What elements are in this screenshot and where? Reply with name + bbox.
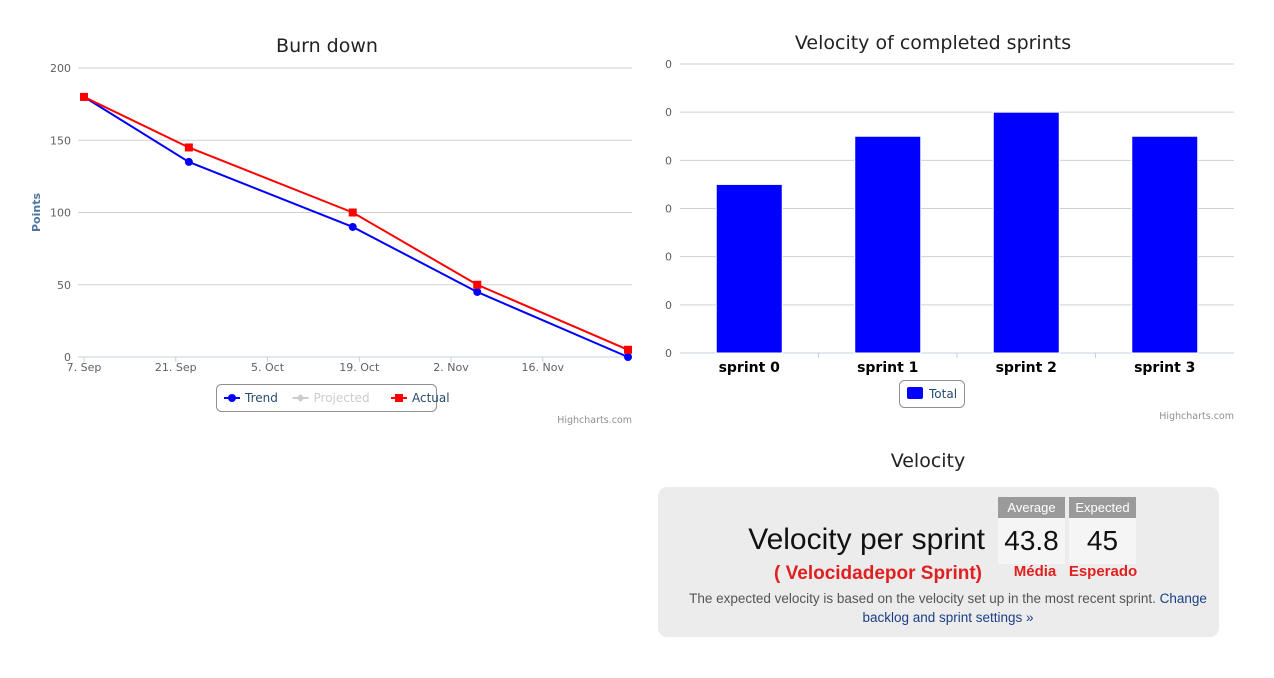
velocity-chart-svg: Velocity of completed sprints 0 0 0 0 0 0 0 spr… [665, 32, 1234, 422]
point-trend[interactable] [184, 157, 193, 166]
y-tick-label: 0 [665, 299, 672, 312]
x-tick-label: 19. Oct [339, 361, 380, 374]
velocity-chart-title: Velocity of completed sprints [795, 32, 1071, 54]
x-tick-label: 5. Oct [251, 361, 285, 374]
expected-value: 45 [1086, 525, 1119, 556]
point-actual[interactable] [473, 280, 482, 289]
series-line-actual[interactable] [83, 95, 629, 351]
bar-sprint-1[interactable] [854, 135, 922, 354]
point-actual[interactable] [348, 208, 357, 217]
y-tick-label: 0 [665, 154, 672, 167]
average-label: Média [1013, 563, 1057, 580]
y-tick-label: 100 [50, 207, 71, 220]
velocity-chart: Velocity of completed sprints 0 0 0 0 0 0 0 spr… [640, 0, 1274, 440]
point-actual[interactable] [80, 92, 88, 101]
legend-item-trend[interactable]: Trend [244, 391, 278, 405]
expected-label: Esperado [1068, 563, 1138, 580]
velocity-note: The expected velocity is based on the ve… [678, 589, 1218, 627]
bar-sprint-0[interactable] [715, 183, 783, 354]
average-stat: Average 43.8 [998, 497, 1065, 564]
change-settings-link[interactable]: Change backlog and sprint settings » [862, 591, 1207, 625]
y-tick-label: 0 [665, 106, 672, 119]
legend-symbol-actual [395, 394, 403, 402]
velocity-per-sprint-sublabel: ( Velocidadepor Sprint) [774, 563, 982, 584]
x-tick-label: 7. Sep [67, 361, 102, 374]
bar-sprint-2[interactable] [992, 111, 1060, 354]
velocity-panel: Velocity per sprint ( Velocidadepor Spri… [658, 487, 1219, 637]
x-tick-label: 21. Sep [155, 361, 197, 374]
velocity-heading: Velocity [890, 450, 966, 472]
x-category-label: sprint 0 [719, 360, 781, 376]
velocity-chart-credits[interactable]: Highcharts.com [1159, 411, 1234, 422]
expected-stat: Expected 45 [1069, 497, 1136, 564]
y-tick-label: 0 [665, 58, 672, 71]
y-tick-label: 200 [50, 62, 71, 75]
point-actual[interactable] [624, 345, 632, 354]
legend-item-projected[interactable]: Projected [314, 391, 370, 405]
y-tick-label: 0 [665, 251, 672, 264]
x-category-label: sprint 2 [996, 360, 1057, 376]
legend-item-total[interactable]: Total [928, 387, 957, 401]
burndown-chart-svg: Burn down 0 50 100 150 200 Points 7. Sep 21. Se… [30, 35, 632, 426]
burndown-title: Burn down [276, 35, 378, 57]
y-tick-label: 50 [57, 279, 71, 292]
x-tick-label: 2. Nov [433, 361, 469, 374]
average-header: Average [998, 497, 1065, 518]
legend-symbol-trend [228, 394, 236, 402]
legend-symbol-total [907, 387, 923, 399]
x-tick-label: 16. Nov [522, 361, 565, 374]
point-actual[interactable] [184, 143, 193, 152]
legend-item-actual[interactable]: Actual [412, 391, 450, 405]
y-tick-label: 0 [665, 347, 672, 360]
legend-symbol-projected [296, 394, 305, 402]
burndown-chart: Burn down 0 50 100 150 200 Points 7. Sep 21. Se… [0, 0, 640, 440]
point-trend[interactable] [348, 222, 357, 231]
point-trend[interactable] [473, 287, 482, 296]
velocity-per-sprint-label: Velocity per sprint [748, 523, 985, 556]
y-axis-title: Points [30, 193, 43, 232]
average-value: 43.8 [1004, 525, 1059, 556]
y-tick-label: 0 [665, 203, 672, 216]
expected-header: Expected [1069, 497, 1136, 518]
y-tick-label: 0 [64, 351, 71, 364]
bar-sprint-3[interactable] [1131, 135, 1199, 354]
x-category-label: sprint 1 [857, 360, 918, 376]
velocity-note-text: The expected velocity is based on the ve… [689, 591, 1156, 606]
x-category-label: sprint 3 [1134, 360, 1195, 376]
y-tick-label: 150 [50, 134, 71, 147]
burndown-legend [216, 384, 437, 412]
burndown-credits[interactable]: Highcharts.com [557, 415, 632, 426]
point-trend[interactable] [624, 353, 632, 361]
